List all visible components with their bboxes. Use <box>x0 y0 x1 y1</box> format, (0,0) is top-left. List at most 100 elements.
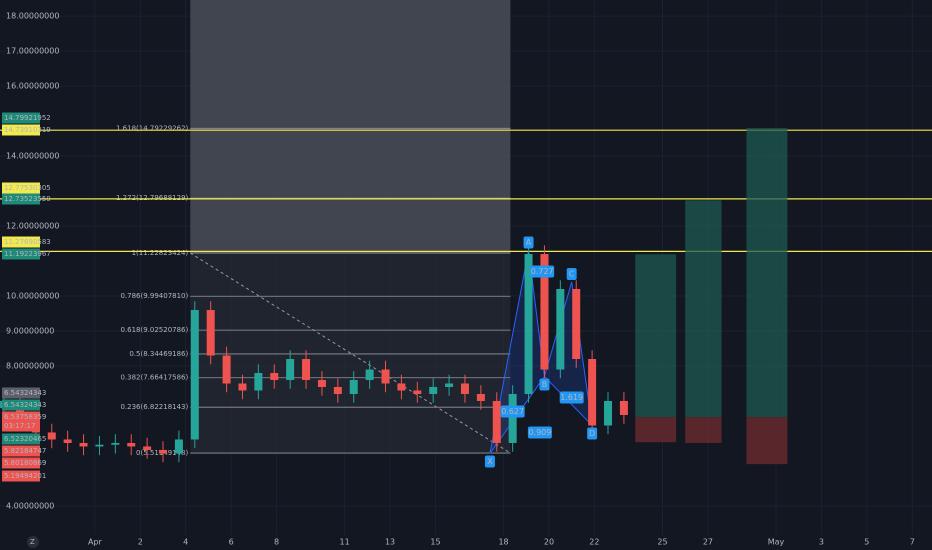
y-tick-label: 8.00000000 <box>6 361 54 370</box>
price-label-box <box>2 399 40 411</box>
x-tick-label: 2 <box>138 538 143 547</box>
ratio-label: 0.909 <box>528 428 551 437</box>
fib-label: 0.236(6.82218143) <box>120 403 188 411</box>
price-label-box <box>2 112 40 124</box>
candle-body <box>556 289 565 370</box>
candle-body <box>619 400 628 415</box>
pattern-point-label: X <box>487 457 493 466</box>
x-tick-label: 6 <box>229 538 234 547</box>
x-tick-label: 13 <box>385 538 395 547</box>
price-label-box <box>2 411 40 423</box>
stop-zone <box>746 417 788 465</box>
candle-body <box>540 254 549 370</box>
candle-body <box>270 372 279 380</box>
price-label-box <box>2 236 40 248</box>
price-label: 5.82184747 <box>4 447 46 455</box>
candle-body <box>15 400 24 422</box>
target-zone <box>635 254 677 418</box>
candle-body <box>159 449 168 454</box>
y-tick-label: 9.00000000 <box>6 327 54 336</box>
x-tick-label: 3 <box>819 538 824 547</box>
candle-body <box>508 393 517 443</box>
candle-body <box>111 442 120 445</box>
x-tick-label: 8 <box>274 538 279 547</box>
price-label-box <box>2 470 40 482</box>
x-tick-label: 7 <box>910 538 915 547</box>
pattern-point-box <box>539 378 550 391</box>
fib-trend <box>189 252 511 454</box>
candle-body <box>413 390 422 394</box>
candle-body <box>190 310 199 440</box>
candle-body <box>381 369 390 384</box>
y-tick-label: 12.00000000 <box>6 222 59 231</box>
ratio-label: 1.619 <box>560 393 583 402</box>
price-label: 5.80180869 <box>4 459 46 467</box>
candle-body <box>476 393 485 401</box>
candle-body <box>604 400 613 426</box>
candle-body <box>317 379 326 387</box>
x-tick-label: 20 <box>544 538 554 547</box>
candle-body <box>572 289 581 359</box>
ratio-box <box>559 391 584 404</box>
price-label-box <box>2 387 40 399</box>
pattern-point-label: D <box>589 429 595 438</box>
candle-body <box>492 400 501 443</box>
candle-body <box>95 444 104 447</box>
price-label: 12.73523550 <box>4 195 51 203</box>
ratio-box <box>500 405 525 418</box>
pattern-point-box <box>484 455 495 468</box>
y-tick-label: 18.00000000 <box>6 12 59 21</box>
stop-zone <box>685 417 722 443</box>
fib-box-upper <box>190 0 511 254</box>
ratio-label: 0.627 <box>501 407 524 416</box>
price-label: 03:17:17 <box>4 422 35 430</box>
fib-label: 1(11.22823424) <box>132 249 189 257</box>
target-zone <box>746 128 788 418</box>
price-label-box <box>2 248 40 260</box>
fib-label: 0.786(9.99407810) <box>120 292 188 300</box>
price-label-box <box>2 420 40 432</box>
price-label: 14.73910319 <box>4 126 51 134</box>
x-tick-label: 5 <box>864 538 869 547</box>
candle-body <box>524 254 533 394</box>
settings-icon[interactable] <box>27 536 39 548</box>
ratio-label: 0.727 <box>531 267 554 276</box>
target-zone <box>685 200 722 418</box>
x-tick-label: 27 <box>703 538 713 547</box>
price-label: 6.53758359 <box>4 413 46 421</box>
pattern-point-box <box>566 268 577 281</box>
candle-body <box>588 358 597 426</box>
x-tick-label: 22 <box>589 538 599 547</box>
candle-body <box>222 355 231 384</box>
price-label: 11.19223967 <box>4 250 51 258</box>
x-tick-label: 11 <box>340 538 350 547</box>
ratio-box <box>527 426 552 439</box>
x-tick-label: 4 <box>183 538 188 547</box>
price-label: 6.54324343 <box>4 389 46 397</box>
candle-body <box>429 386 438 394</box>
time-axis <box>0 535 932 550</box>
pattern-point-box <box>523 236 534 249</box>
candle-body <box>63 439 72 443</box>
x-tick-label: 18 <box>498 538 508 547</box>
pattern-point-box <box>587 427 598 440</box>
x-tick-label: Apr <box>88 538 103 547</box>
candle-body <box>47 432 56 440</box>
pattern-point-label: A <box>526 238 532 247</box>
price-label: 5.19494201 <box>4 472 46 480</box>
candle-body <box>333 386 342 394</box>
ratio-box <box>530 265 555 278</box>
stop-zone <box>635 417 677 443</box>
candle-body <box>445 383 454 387</box>
pattern-point-label: C <box>569 270 575 279</box>
candle-body <box>302 358 311 380</box>
candle-body <box>460 383 469 394</box>
price-label-box <box>2 182 40 194</box>
icon-glyph: Z <box>30 538 35 546</box>
price-label: 6.52320465 <box>4 435 46 443</box>
price-label-box <box>2 445 40 457</box>
candle-body <box>206 310 215 356</box>
price-label-box <box>2 457 40 469</box>
